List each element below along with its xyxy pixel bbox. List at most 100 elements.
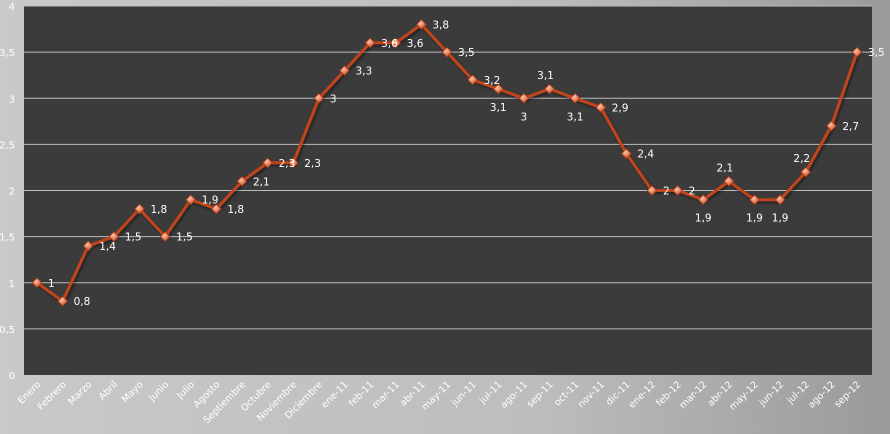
data-label: 1: [48, 278, 55, 290]
data-point: [57, 295, 68, 307]
data-label: 3,5: [868, 47, 885, 59]
data-label: 3,6: [381, 38, 398, 50]
data-label: 3: [330, 93, 337, 105]
x-tick-label: may-11: [420, 379, 453, 412]
data-label: 2,1: [717, 162, 734, 174]
data-point: [595, 102, 607, 113]
data-label: 1,8: [151, 204, 168, 216]
data-point: [339, 65, 350, 76]
data-label: 2: [663, 186, 670, 198]
y-tick-label: 3: [9, 94, 15, 105]
x-tick-label: ene-12: [627, 379, 658, 410]
data-label: 2,3: [304, 158, 321, 170]
data-label: 3,1: [567, 111, 584, 123]
data-point: [569, 92, 581, 104]
data-point: [211, 203, 222, 215]
x-tick-label: Marzo: [66, 379, 94, 407]
data-point: [236, 175, 248, 187]
data-point: [364, 37, 376, 49]
x-tick-label: Junio: [146, 379, 171, 404]
x-tick-label: nov-11: [576, 379, 607, 410]
x-tick-label: jun-12: [756, 379, 786, 409]
x-tick-label: mar-11: [370, 379, 402, 411]
x-tick-label: may-12: [727, 379, 760, 412]
data-label: 1,8: [227, 204, 244, 216]
data-label: 2,3: [279, 158, 296, 170]
data-label: 3,5: [458, 47, 475, 59]
data-label: 1,5: [125, 232, 142, 244]
data-point: [262, 157, 273, 169]
data-label: 3,6: [407, 38, 424, 50]
y-tick-label: 1: [9, 279, 15, 290]
data-point: [108, 231, 120, 242]
x-tick-label: Abril: [97, 379, 120, 402]
y-tick-label: 2,5: [0, 140, 15, 151]
y-tick-label: 0: [9, 371, 15, 382]
data-point: [774, 194, 786, 206]
data-point: [185, 194, 197, 206]
data-point: [492, 83, 504, 95]
data-point: [82, 240, 94, 252]
data-point: [390, 37, 402, 49]
data-point: [749, 194, 760, 206]
data-label: 0,8: [74, 296, 91, 308]
x-tick-label: ago-11: [499, 379, 530, 410]
x-tick-label: Mayo: [120, 379, 146, 405]
x-tick-label: jun-11: [449, 379, 479, 409]
data-point: [800, 166, 812, 178]
data-point: [441, 46, 453, 58]
data-label: 2,4: [637, 149, 654, 161]
x-tick-label: ago-12: [806, 379, 837, 410]
y-tick-label: 2: [9, 187, 15, 198]
data-label: 1,9: [772, 213, 789, 225]
data-point: [697, 194, 709, 206]
data-point: [621, 148, 632, 159]
data-point: [544, 83, 555, 95]
data-label: 2,2: [793, 153, 810, 165]
x-tick-label: ene-11: [319, 379, 350, 410]
data-point: [159, 231, 171, 242]
x-tick-label: Febrero: [36, 379, 69, 412]
data-point: [826, 120, 837, 132]
data-point: [134, 203, 145, 215]
data-point: [851, 46, 863, 58]
data-label: 2,9: [612, 102, 629, 114]
data-point: [31, 277, 43, 289]
data-point: [723, 175, 735, 187]
data-label: 1,9: [746, 213, 763, 225]
y-tick-label: 0,5: [0, 325, 15, 336]
data-label: 2,7: [842, 121, 859, 133]
data-point: [646, 185, 658, 196]
x-tick-label: mar-12: [678, 379, 710, 411]
data-label: 2,1: [253, 176, 270, 188]
y-tick-label: 4: [9, 2, 15, 13]
data-point: [672, 185, 683, 196]
y-axis: 0 0,5 1 1,5 2 2,5 3 3,5 4: [0, 2, 15, 382]
data-label: 1,9: [695, 213, 712, 225]
y-tick-label: 3,5: [0, 48, 15, 59]
x-tick-label: Julio: [174, 379, 197, 402]
data-point: [313, 92, 325, 104]
data-point: [518, 92, 530, 104]
data-label: 1,4: [99, 241, 116, 253]
x-tick-label: sep-11: [525, 379, 556, 410]
data-point: [467, 74, 478, 86]
data-label: 2: [689, 186, 696, 198]
data-label: 3,1: [537, 70, 554, 82]
data-label: 1,5: [176, 232, 193, 244]
data-label: 3,1: [490, 102, 507, 114]
data-label: 1,9: [202, 195, 219, 207]
data-label: 3: [521, 111, 528, 123]
markers: [31, 19, 863, 307]
data-point: [416, 19, 427, 30]
data-label: 3,8: [432, 19, 449, 31]
data-label: 3,2: [484, 75, 501, 87]
data-label: 3,3: [356, 66, 373, 78]
x-tick-label: sep-12: [832, 379, 863, 410]
data-labels: 1 0,8 1,4 1,5 1,8 1,5 1,9 1,8 2,1 2,3 2,3 3 3,3 3,6 3,…: [48, 19, 885, 308]
data-point: [287, 157, 299, 169]
y-tick-label: 1,5: [0, 233, 15, 244]
